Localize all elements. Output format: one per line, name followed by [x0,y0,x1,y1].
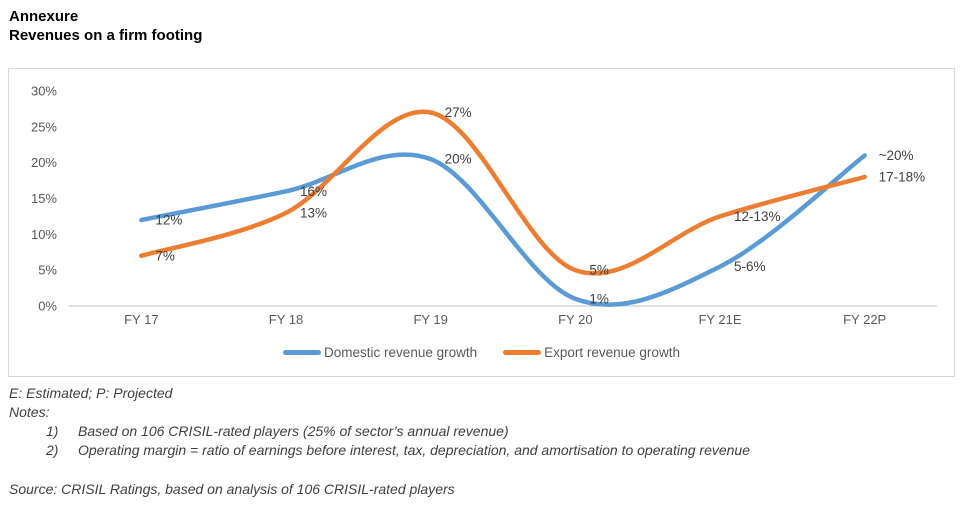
chart-header: Annexure Revenues on a firm footing [9,7,202,45]
data-point-label: 5% [589,263,609,278]
legend-item-domestic: Domestic revenue growth [283,345,477,360]
x-axis-tick-label: FY 19 [413,312,447,327]
note-item-1: 1) Based on 106 CRISIL-rated players (25… [9,422,957,441]
y-axis-tick-label: 15% [31,191,57,206]
chart-svg: 30% 25% 20% 15% 10% 5% 0% FY 17 FY 18 FY 19 FY 20 F… [31,84,937,327]
chart-footer: E: Estimated; P: Projected Notes: 1) Bas… [9,384,957,499]
legend-item-export: Export revenue growth [503,345,680,360]
export-revenue-line [139,109,867,276]
annexure-title: Annexure [9,8,79,25]
y-axis-tick-label: 5% [38,263,57,278]
chart-area: 30% 25% 20% 15% 10% 5% 0% FY 17 FY 18 FY 19 FY 20 F… [8,68,955,377]
data-point-label: 5-6% [734,259,766,274]
export-legend-label: Export revenue growth [544,345,680,360]
note-2-number: 2) [46,442,59,458]
export-legend-swatch [503,350,542,355]
data-point-label: 13% [300,205,327,220]
x-axis-tick-label: FY 18 [269,312,303,327]
y-axis-tick-label: 30% [31,84,57,99]
note-1-text: Based on 106 CRISIL-rated players (25% o… [78,423,509,439]
data-point-label: 12-13% [734,209,781,224]
data-point-label: 12% [155,213,182,228]
domestic-revenue-line [139,152,867,307]
data-point-label: ~20% [879,148,914,163]
note-1-number: 1) [46,423,59,439]
y-axis-tick-label: 25% [31,119,57,134]
page-title: Revenues on a firm footing [9,27,203,44]
data-point-label: 27% [445,105,472,120]
x-axis-tick-label: FY 21E [698,312,741,327]
estimate-note: E: Estimated; P: Projected [9,385,173,401]
data-point-label: 16% [300,184,327,199]
domestic-legend-label: Domestic revenue growth [324,345,478,360]
x-axis-tick-label: FY 20 [558,312,592,327]
x-axis-tick-label: FY 17 [124,312,158,327]
data-point-label: 1% [589,291,609,306]
y-axis-tick-label: 20% [31,155,57,170]
y-axis-tick-label: 0% [38,299,57,314]
data-point-label: 7% [155,248,175,263]
note-item-2: 2) Operating margin = ratio of earnings … [9,441,957,460]
notes-label: Notes: [9,404,50,420]
source-note: Source: CRISIL Ratings, based on analysi… [9,481,455,497]
x-axis-tick-label: FY 22P [843,312,886,327]
domestic-legend-swatch [283,350,322,355]
data-point-label: 20% [445,152,472,167]
y-axis-tick-label: 10% [31,227,57,242]
chart-legend: Domestic revenue growth Export revenue g… [9,345,954,360]
note-2-text: Operating margin = ratio of earnings bef… [78,442,751,458]
data-point-label: 17-18% [879,170,926,185]
